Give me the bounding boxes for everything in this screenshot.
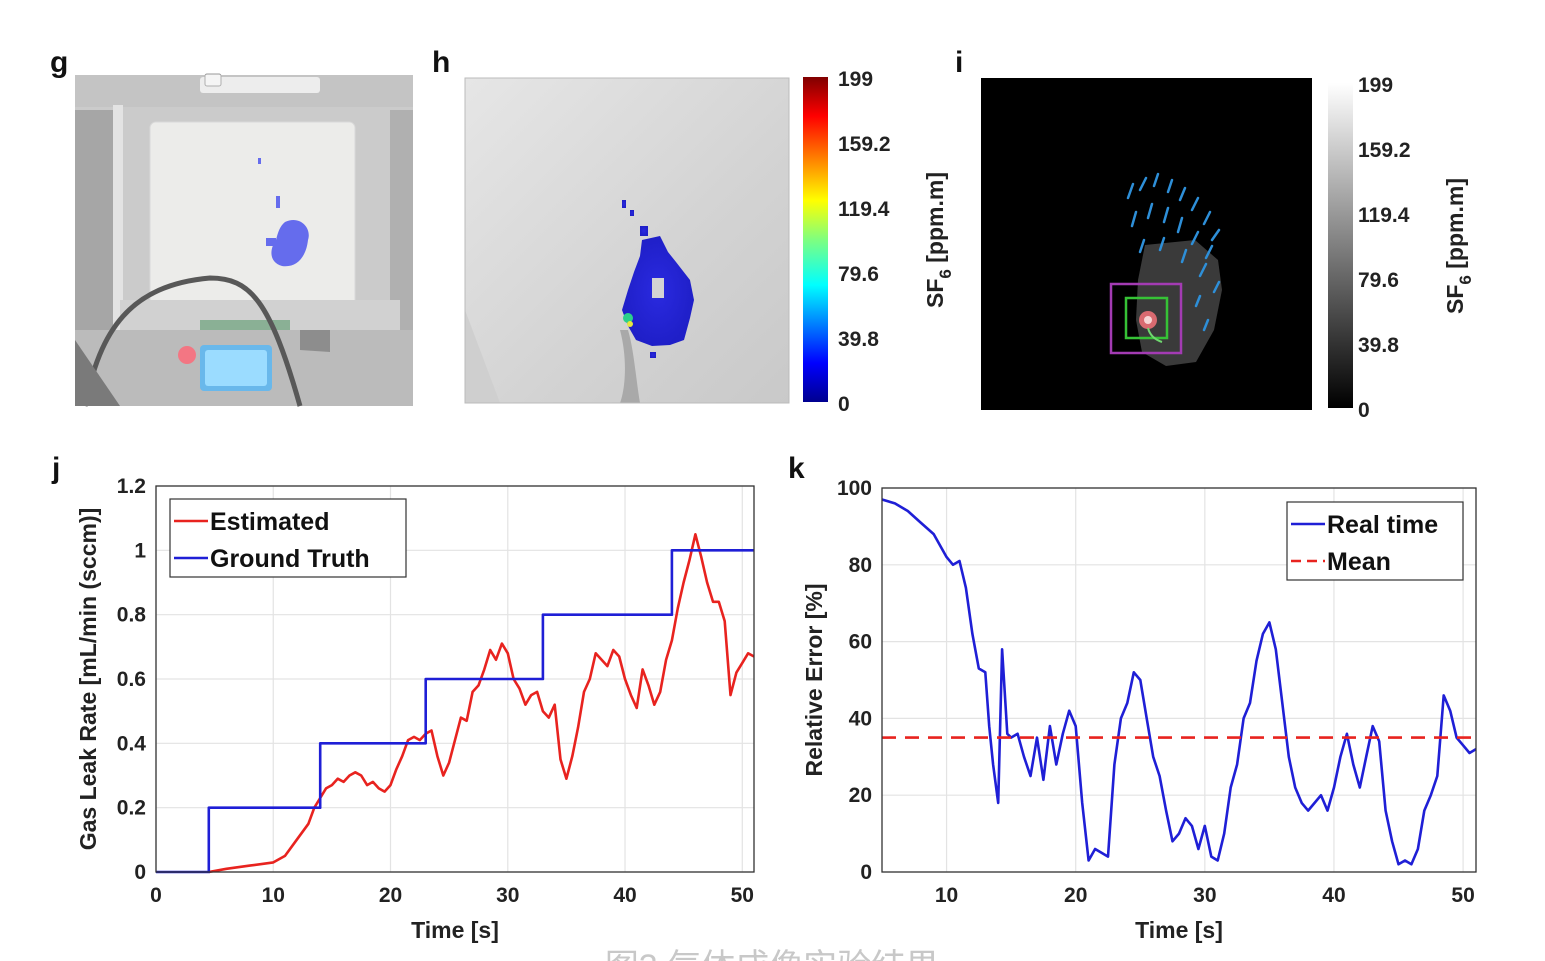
y-tick-label: 100 [837, 477, 872, 500]
x-tick-label: 50 [1451, 884, 1474, 907]
legend-box [169, 498, 407, 578]
panel-j: j 0 10 20 30 40 50 0 0.2 0.4 0.6 0.8 1 1.2 Time [s] Ga… [51, 452, 755, 943]
x-tick-label: 50 [731, 884, 754, 907]
y-tick-label: 20 [849, 784, 872, 807]
y-tick-label: 0 [860, 861, 872, 884]
y-tick-label: 0 [134, 861, 146, 884]
x-tick-label: 20 [379, 884, 402, 907]
chart-j: 0 10 20 30 40 50 0 0.2 0.4 0.6 0.8 1 1.2 Time [s] Gas … [75, 475, 755, 943]
x-tick-label: 30 [1193, 884, 1216, 907]
photo-image [75, 73, 413, 407]
colorbar-i-tick: 119.4 [1358, 204, 1410, 227]
legend-label: Real time [1327, 511, 1438, 539]
series-line-ground-truth [156, 549, 754, 874]
legend: Real time Mean [1286, 501, 1464, 581]
x-axis-label: Time [s] [411, 917, 499, 943]
y-tick-label: 80 [849, 554, 872, 577]
panel-i: i [955, 46, 1475, 422]
figure-caption: 图3 气体成像实验结果 [605, 948, 939, 961]
legend-label: Mean [1327, 548, 1391, 576]
y-tick-label: 0.2 [117, 797, 146, 820]
panel-k-letter: k [788, 452, 805, 485]
colorbar-i-gradient [1328, 83, 1353, 408]
y-axis-label: Gas Leak Rate [mL/min (sccm)] [75, 508, 101, 851]
legend-label: Estimated [210, 508, 329, 536]
x-tick-label: 30 [496, 884, 519, 907]
panel-i-letter: i [955, 46, 963, 79]
x-tick-label: 10 [262, 884, 285, 907]
panel-h-letter: h [432, 46, 450, 79]
colorbar-h-tick: 0 [838, 393, 850, 416]
colorbar-i: 199 159.2 119.4 79.6 39.8 0 SF6 [ppm.m] [1328, 74, 1475, 422]
panel-g-letter: g [50, 46, 68, 79]
colorbar-h-tick: 119.4 [838, 198, 890, 221]
x-tick-label: 40 [1322, 884, 1345, 907]
colorbar-i-tick: 39.8 [1358, 334, 1399, 357]
colorbar-i-tick: 0 [1358, 399, 1370, 422]
y-axis-label: Relative Error [%] [801, 583, 827, 776]
y-tick-label: 1.2 [117, 475, 146, 498]
colorbar-h-gradient [803, 77, 828, 402]
x-tick-label: 20 [1064, 884, 1087, 907]
panel-g: g [50, 46, 413, 407]
x-tick-label: 10 [935, 884, 958, 907]
colorbar-i-tick: 79.6 [1358, 269, 1399, 292]
y-tick-label: 40 [849, 707, 872, 730]
legend-box [1286, 501, 1464, 581]
axes-box [155, 485, 755, 873]
colorbar-h-label: SF6 [ppm.m] [922, 172, 955, 308]
x-tick-label: 40 [613, 884, 636, 907]
x-tick-label: 0 [150, 884, 162, 907]
y-tick-label: 60 [849, 631, 872, 654]
colorbar-h-tick: 199 [838, 68, 873, 91]
panel-k: k 10 20 30 40 50 0 20 40 60 80 100 Time [s] Relative… [788, 452, 1477, 943]
panel-j-letter: j [51, 452, 60, 485]
colorbar-h-tick: 39.8 [838, 328, 879, 351]
y-tick-label: 1 [134, 539, 146, 562]
y-tick-label: 0.6 [117, 668, 146, 691]
overlay-image [464, 77, 790, 404]
colorbar-i-label: SF6 [ppm.m] [1442, 178, 1475, 314]
legend: Estimated Ground Truth [169, 498, 407, 578]
y-tick-label: 0.8 [117, 604, 147, 627]
chart-k: 10 20 30 40 50 0 20 40 60 80 100 Time [s] Relative E… [801, 477, 1477, 943]
series-line-real-time [881, 498, 1477, 866]
axes-box [881, 487, 1477, 873]
colorbar-i-tick: 159.2 [1358, 139, 1411, 162]
detection-image [981, 78, 1312, 410]
legend-label: Ground Truth [210, 545, 370, 573]
colorbar-h-tick: 79.6 [838, 263, 879, 286]
colorbar-h-tick: 159.2 [838, 133, 891, 156]
x-axis-label: Time [s] [1135, 917, 1223, 943]
colorbar-i-tick: 199 [1358, 74, 1393, 97]
panel-h: h 199 159.2 119.4 79.6 39.8 0 [432, 46, 955, 416]
colorbar-h: 199 159.2 119.4 79.6 39.8 0 SF6 [ppm.m] [803, 68, 955, 416]
y-tick-label: 0.4 [117, 732, 147, 755]
